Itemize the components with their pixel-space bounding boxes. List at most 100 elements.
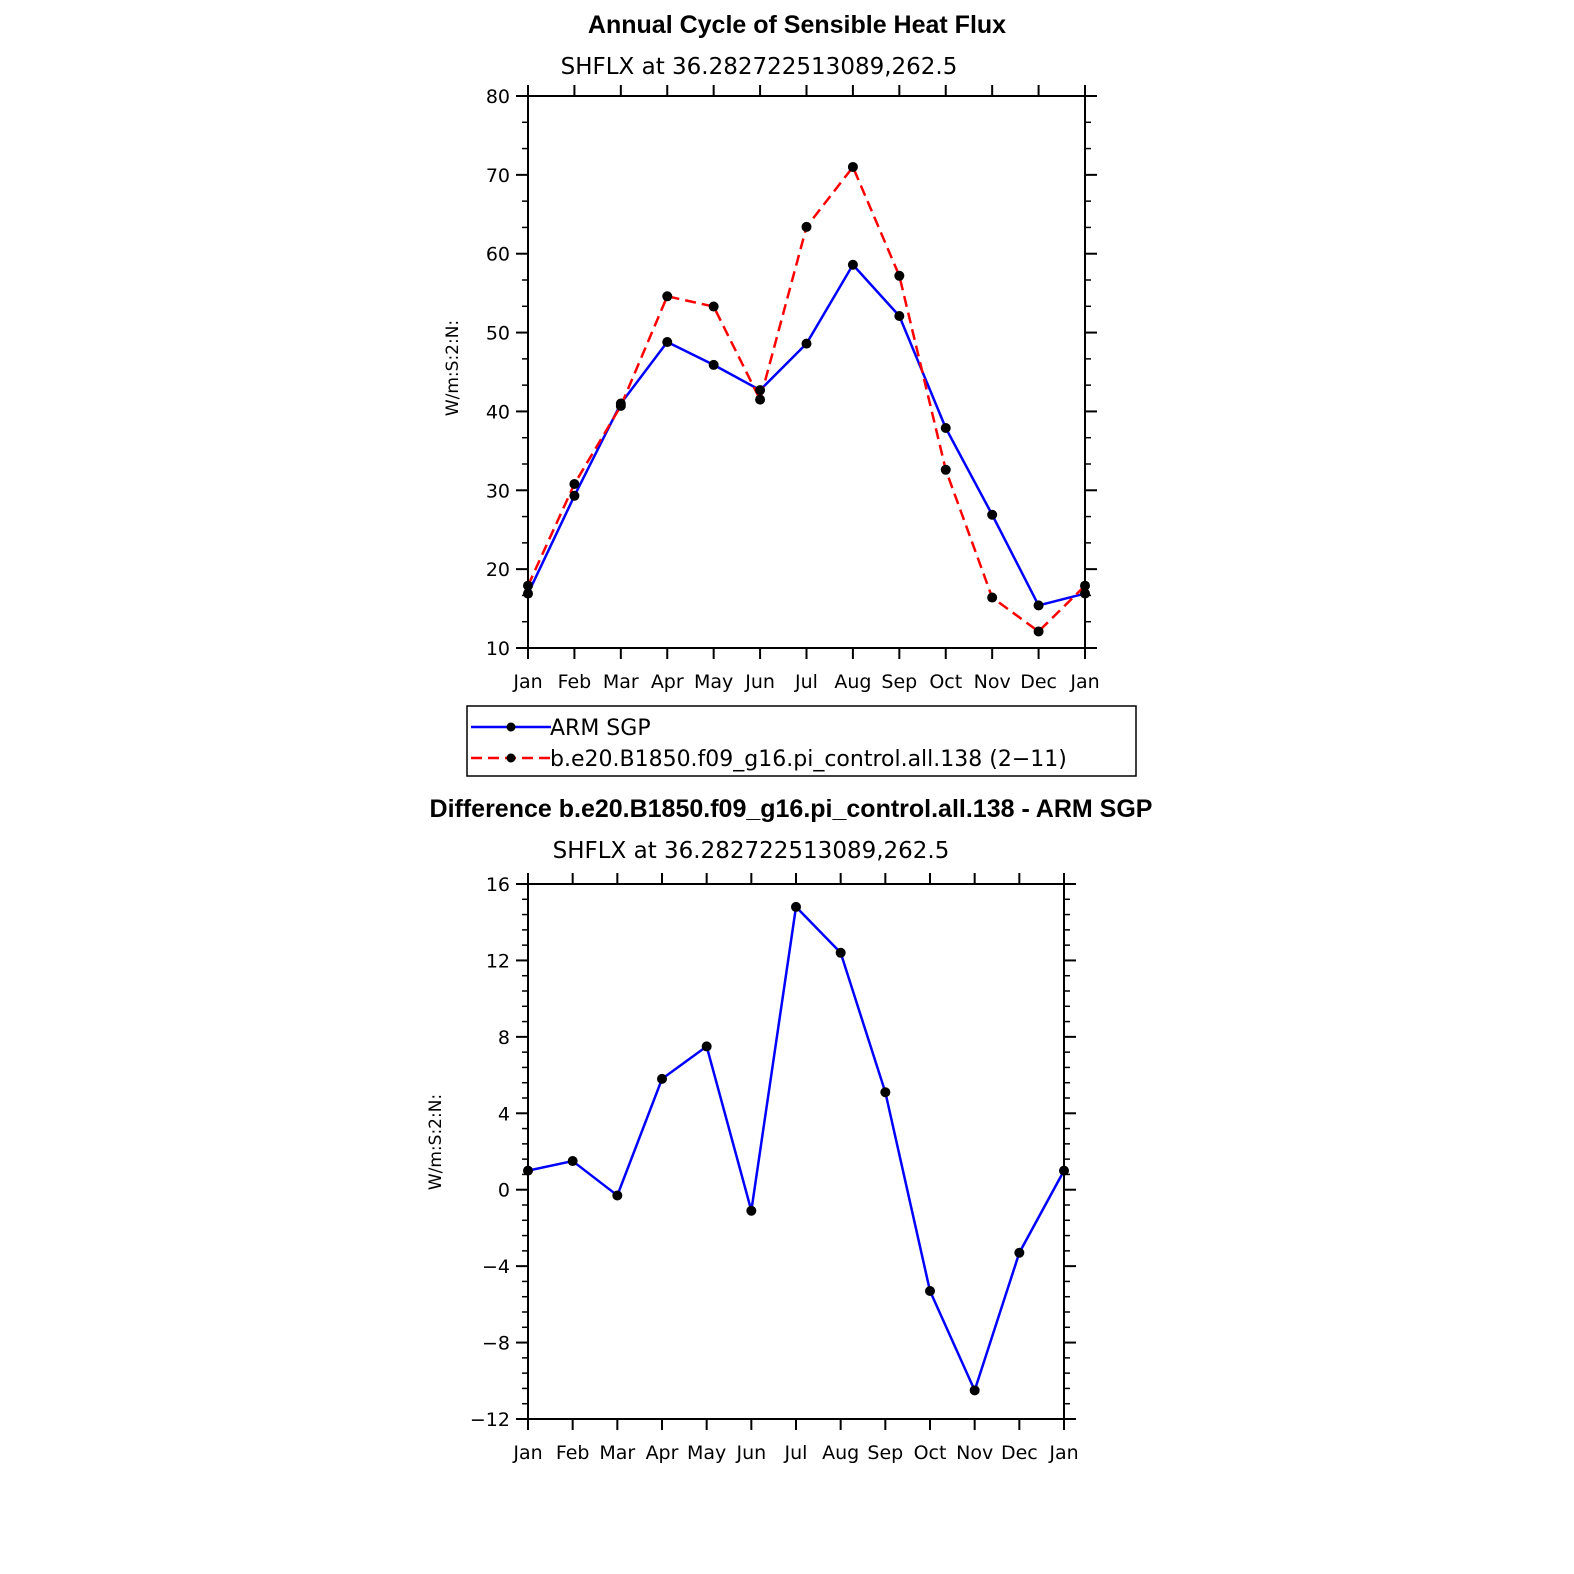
difference-chart: Difference b.e20.B1850.f09_g16.pi_contro… — [426, 795, 1152, 1464]
y-tick-label: 50 — [486, 323, 510, 345]
data-point-0 — [791, 901, 801, 912]
data-point-0 — [662, 337, 673, 348]
annual-cycle-chart: Annual Cycle of Sensible Heat Flux SHFLX… — [443, 11, 1100, 693]
data-point-1 — [940, 464, 951, 475]
x-tick-label: Dec — [1020, 671, 1057, 693]
legend-entry-arm-sgp: ARM SGP — [471, 716, 651, 741]
x-tick-label: Sep — [881, 671, 917, 693]
y-tick-label: 12 — [486, 950, 510, 972]
y-tick-label: −12 — [470, 1409, 510, 1431]
y-tick-label: 16 — [486, 874, 510, 896]
y-tick-label: 30 — [486, 480, 510, 502]
x-tick-label: May — [694, 671, 733, 693]
data-point-0 — [612, 1190, 623, 1201]
plot-frame — [527, 95, 1086, 649]
data-point-1 — [847, 161, 858, 172]
data-point-0 — [657, 1073, 667, 1084]
x-tick-label: Nov — [956, 1442, 993, 1464]
legend-entry-model: b.e20.B1850.f09_g16.pi_control.all.138 (… — [471, 747, 1067, 772]
x-tick-label: May — [687, 1442, 726, 1464]
chart-title: Difference b.e20.B1850.f09_g16.pi_contro… — [430, 795, 1153, 823]
y-tick-label: 70 — [486, 165, 510, 187]
series-line-0 — [527, 905, 1066, 1392]
data-point-1 — [523, 580, 533, 591]
x-tick-label: Apr — [651, 671, 684, 693]
data-point-0 — [969, 1385, 980, 1396]
data-point-0 — [567, 1156, 578, 1167]
legend: ARM SGP b.e20.B1850.f09_g16.pi_control.a… — [466, 705, 1137, 777]
legend-box — [466, 705, 1137, 777]
data-point-1 — [987, 592, 998, 603]
y-axis-label: W/m:S:2:N: — [426, 1094, 446, 1190]
x-tick-label: Jul — [794, 671, 818, 693]
data-point-0 — [925, 1285, 935, 1296]
x-tick-label: Mar — [603, 671, 639, 693]
x-tick-label: Jan — [512, 671, 542, 693]
x-tick-label: Sep — [867, 1442, 903, 1464]
x-tick-label: Jan — [1069, 671, 1099, 693]
x-tick-label: Jul — [784, 1442, 808, 1464]
data-point-1 — [801, 221, 812, 232]
x-tick-label: Nov — [974, 671, 1011, 693]
y-tick-label: 0 — [498, 1180, 510, 1202]
y-tick-label: 60 — [486, 244, 510, 266]
data-point-0 — [746, 1205, 757, 1216]
x-tick-label: Mar — [599, 1442, 635, 1464]
series-line-1 — [526, 165, 1086, 633]
x-tick-label: Apr — [646, 1442, 679, 1464]
data-point-1 — [894, 270, 905, 281]
legend-label-arm-sgp: ARM SGP — [550, 716, 651, 741]
y-tick-label: 80 — [486, 86, 510, 108]
data-point-1 — [662, 291, 673, 302]
x-tick-label: Feb — [556, 1442, 590, 1464]
plot-frame — [527, 883, 1065, 1420]
y-tick-label: −4 — [482, 1256, 510, 1278]
data-point-0 — [755, 385, 766, 396]
data-point-0 — [523, 588, 533, 599]
data-point-0 — [1014, 1247, 1025, 1258]
data-point-0 — [801, 338, 812, 349]
data-point-0 — [523, 1165, 533, 1176]
y-tick-label: 10 — [486, 638, 510, 660]
data-point-1 — [1033, 626, 1044, 637]
data-point-0 — [1059, 1165, 1069, 1176]
data-point-1 — [708, 301, 719, 312]
y-tick-label: 4 — [498, 1103, 510, 1125]
data-point-0 — [987, 509, 998, 520]
legend-label-model: b.e20.B1850.f09_g16.pi_control.all.138 (… — [550, 747, 1067, 772]
data-point-0 — [880, 1087, 891, 1098]
data-point-1 — [569, 478, 580, 489]
data-point-0 — [940, 422, 951, 433]
x-tick-label: Dec — [1001, 1442, 1038, 1464]
data-point-0 — [847, 259, 858, 270]
data-point-1 — [1080, 580, 1090, 591]
x-tick-label: Aug — [834, 671, 871, 693]
data-point-0 — [569, 490, 580, 501]
legend-marker-arm-sgp — [506, 722, 516, 732]
x-tick-label: Oct — [914, 1442, 947, 1464]
chart-title: Annual Cycle of Sensible Heat Flux — [588, 11, 1006, 39]
data-point-1 — [755, 394, 766, 405]
data-point-0 — [701, 1041, 712, 1052]
x-tick-label: Oct — [929, 671, 962, 693]
y-tick-label: 20 — [486, 559, 510, 581]
y-tick-label: 40 — [486, 401, 510, 423]
y-axis-label: W/m:S:2:N: — [443, 320, 463, 416]
x-tick-label: Jan — [512, 1442, 542, 1464]
legend-marker-model — [506, 753, 516, 763]
data-point-0 — [1080, 588, 1090, 599]
x-tick-label: Feb — [558, 671, 592, 693]
data-point-0 — [894, 311, 905, 322]
chart-subtitle: SHFLX at 36.282722513089,262.5 — [553, 838, 950, 864]
x-tick-label: Jun — [735, 1442, 766, 1464]
data-point-0 — [708, 359, 719, 370]
data-point-0 — [1033, 600, 1044, 611]
data-point-0 — [835, 947, 846, 958]
y-tick-label: 8 — [498, 1027, 510, 1049]
data-point-1 — [615, 400, 626, 411]
x-tick-label: Aug — [822, 1442, 859, 1464]
x-tick-label: Jan — [1048, 1442, 1078, 1464]
chart-subtitle: SHFLX at 36.282722513089,262.5 — [561, 54, 958, 80]
x-tick-label: Jun — [744, 671, 775, 693]
